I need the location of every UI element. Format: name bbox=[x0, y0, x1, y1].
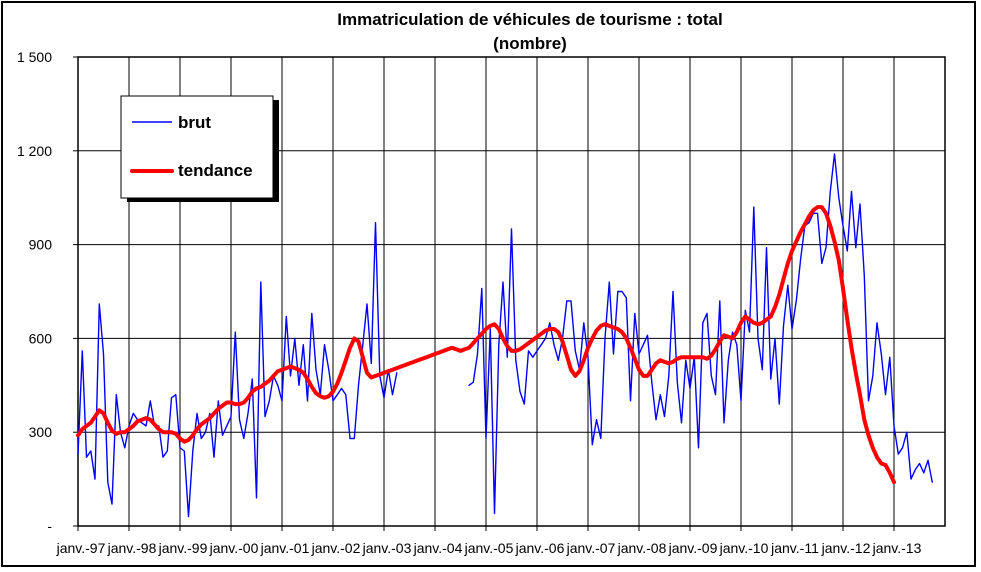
x-tick-label: janv.-04 bbox=[413, 540, 463, 556]
x-tick-label: janv.-97 bbox=[56, 540, 106, 556]
x-tick-label: janv.-00 bbox=[209, 540, 259, 556]
x-tick-label: janv.-05 bbox=[464, 540, 514, 556]
legend-label-tendance: tendance bbox=[178, 161, 253, 180]
y-tick-label: 300 bbox=[29, 424, 53, 440]
x-tick-label: janv.-09 bbox=[668, 540, 718, 556]
x-tick-label: janv.-08 bbox=[617, 540, 667, 556]
plot-area bbox=[77, 56, 946, 527]
x-tick-label: janv.-98 bbox=[107, 540, 157, 556]
y-tick-label: 1 200 bbox=[17, 143, 52, 159]
x-tick-label: janv.-01 bbox=[260, 540, 310, 556]
legend-label-brut: brut bbox=[178, 113, 211, 132]
x-tick-label: janv.-02 bbox=[311, 540, 361, 556]
series-line-tendance bbox=[76, 205, 896, 485]
x-tick-label: janv.-11 bbox=[770, 540, 819, 556]
x-tick-label: janv.-06 bbox=[515, 540, 565, 556]
x-tick-label: janv.-12 bbox=[821, 540, 871, 556]
y-tick-label: 900 bbox=[29, 237, 53, 253]
legend-box bbox=[120, 95, 274, 199]
x-tick-label: janv.-10 bbox=[719, 540, 769, 556]
y-tick-label: 600 bbox=[29, 330, 53, 346]
x-tick-label: janv.-13 bbox=[872, 540, 922, 556]
chart-title: Immatriculation de véhicules de tourisme… bbox=[337, 10, 722, 29]
chart-subtitle: (nombre) bbox=[493, 34, 567, 53]
x-tick-label: janv.-99 bbox=[158, 540, 208, 556]
legend: brut tendance bbox=[120, 95, 279, 202]
x-tick-label: janv.-03 bbox=[362, 540, 412, 556]
y-tick-label: - bbox=[47, 518, 52, 534]
y-tick-label: 1 500 bbox=[17, 49, 52, 65]
series bbox=[76, 153, 933, 518]
x-tick-label: janv.-07 bbox=[566, 540, 616, 556]
series-line-brut bbox=[77, 153, 933, 518]
